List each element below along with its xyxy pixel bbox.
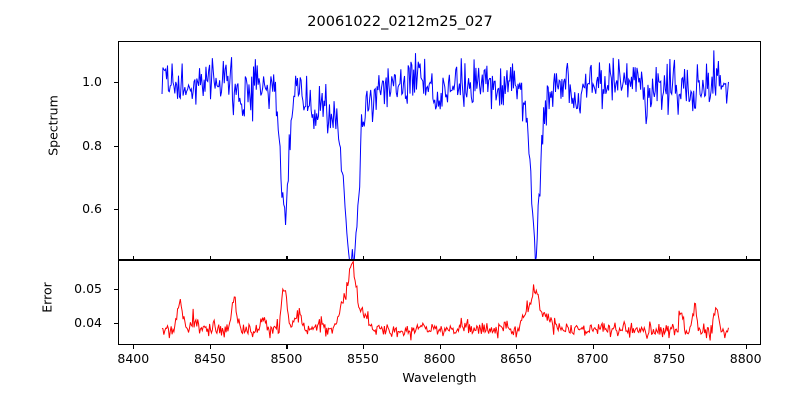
- x-tick-mark: [133, 345, 135, 349]
- x-tick-label: 8700: [576, 351, 609, 366]
- spectrum-ytick-mark: [114, 145, 118, 147]
- spectrum-line: [161, 50, 729, 259]
- spectrum-x-tick-mark: [745, 256, 747, 260]
- spectrum-x-tick-mark: [133, 256, 135, 260]
- x-tick-mark: [516, 345, 518, 349]
- spectrum-x-tick-mark: [592, 256, 594, 260]
- spectrum-ytick-mark: [114, 82, 118, 84]
- x-tick-mark: [286, 345, 288, 349]
- error-plot-area: [161, 260, 729, 341]
- spectrum-ytick-label: 0.6: [82, 201, 102, 217]
- x-tick-mark: [439, 345, 441, 349]
- x-tick-mark: [745, 345, 747, 349]
- spectrum-y-axis-label: Spectrum: [45, 95, 61, 156]
- x-tick-label: 8750: [653, 351, 686, 366]
- spectrum-x-tick-mark: [209, 256, 211, 260]
- x-tick-label: 8800: [729, 351, 762, 366]
- x-tick-label: 8650: [500, 351, 532, 366]
- spectrum-x-tick-mark: [439, 256, 441, 260]
- spectrum-x-tick-mark: [286, 256, 288, 260]
- x-tick-mark: [362, 345, 365, 349]
- spectrum-panel: [118, 41, 761, 260]
- error-ytick-label: 0.05: [74, 280, 102, 296]
- x-tick-label: 8450: [193, 351, 226, 366]
- spectrum-ytick-label: 0.8: [82, 137, 102, 153]
- x-tick-label: 8550: [347, 351, 379, 366]
- x-axis-label: Wavelength: [402, 370, 477, 385]
- spectrum-ytick-mark: [114, 209, 118, 211]
- spectrum-plot-area: [161, 50, 729, 259]
- error-line: [161, 260, 729, 341]
- spectrum-x-tick-mark: [669, 256, 671, 260]
- x-tick-mark: [669, 345, 671, 349]
- x-tick-label: 8500: [270, 351, 303, 366]
- spectrum-ytick-label: 1.0: [82, 74, 102, 90]
- figure-title: 20061022_0212m25_027: [307, 14, 493, 30]
- x-tick-mark: [592, 345, 594, 349]
- error-ytick-mark: [114, 322, 118, 324]
- spectrum-x-tick-mark: [516, 256, 518, 260]
- x-tick-mark: [209, 345, 211, 349]
- x-tick-label: 8400: [117, 351, 150, 366]
- error-panel: [118, 259, 761, 345]
- error-ytick-mark: [114, 288, 118, 290]
- x-tick-label: 8600: [423, 351, 456, 366]
- spectrum-x-tick-mark: [362, 256, 365, 260]
- error-ytick-label: 0.04: [74, 314, 102, 330]
